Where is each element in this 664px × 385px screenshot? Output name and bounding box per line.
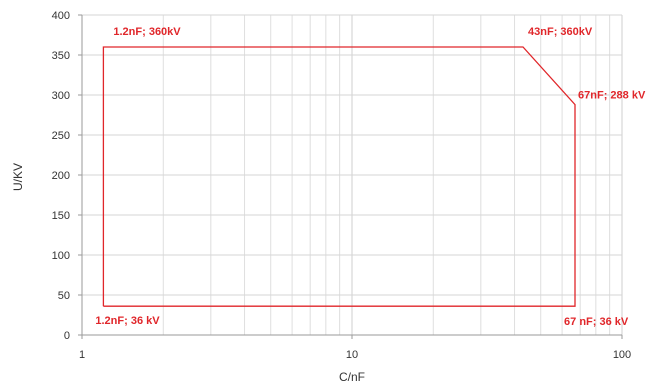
y-axis-title: U/KV xyxy=(11,163,25,191)
series xyxy=(102,46,576,307)
y-tick-label: 350 xyxy=(52,50,70,62)
y-tick-label: 200 xyxy=(52,170,70,182)
grid xyxy=(81,14,623,336)
x-tick-label: 1 xyxy=(79,349,85,361)
x-tick-label: 100 xyxy=(613,349,631,361)
series-line xyxy=(102,46,576,307)
y-tick-label: 250 xyxy=(52,130,70,142)
annotation-label: 43nF; 360kV xyxy=(528,26,593,38)
x-axis-title: C/nF xyxy=(339,370,365,384)
axes: 0 50 100 150 200 250 300 350 400 1 10 100 xyxy=(52,10,632,361)
annotation-label: 67 nF; 36 kV xyxy=(564,316,629,328)
y-tick-label: 50 xyxy=(58,290,70,302)
annotation-label: 1.2nF; 36 kV xyxy=(95,315,160,327)
y-tick-label: 300 xyxy=(52,90,70,102)
y-tick-label: 150 xyxy=(52,210,70,222)
y-tick-label: 100 xyxy=(52,250,70,262)
y-tick-label: 0 xyxy=(64,330,70,342)
annotations: 1.2nF; 360kV 43nF; 360kV 67nF; 288 kV 1.2nF… xyxy=(95,26,646,328)
annotation-label: 67nF; 288 kV xyxy=(578,90,646,102)
y-tick-label: 400 xyxy=(52,10,70,22)
annotation-label: 1.2nF; 360kV xyxy=(113,26,181,38)
x-tick-label: 10 xyxy=(346,349,358,361)
